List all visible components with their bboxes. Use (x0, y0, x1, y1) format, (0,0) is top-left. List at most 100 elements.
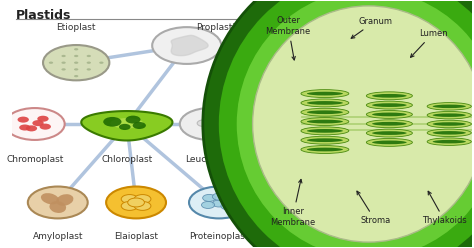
Ellipse shape (372, 131, 407, 135)
Ellipse shape (301, 90, 349, 97)
Text: Granum: Granum (351, 17, 392, 38)
Circle shape (121, 201, 138, 210)
Circle shape (119, 124, 130, 130)
Ellipse shape (301, 108, 349, 116)
Ellipse shape (110, 118, 144, 128)
Circle shape (203, 194, 216, 201)
Text: Thylakoids: Thylakoids (422, 191, 467, 225)
Ellipse shape (366, 120, 412, 128)
Ellipse shape (236, 0, 474, 248)
Circle shape (126, 116, 140, 124)
Ellipse shape (307, 110, 343, 114)
Ellipse shape (152, 27, 221, 64)
Text: Chloroplast: Chloroplast (101, 155, 153, 164)
Circle shape (128, 198, 145, 207)
Ellipse shape (372, 94, 407, 98)
Text: Lumen: Lumen (410, 29, 447, 57)
Ellipse shape (307, 129, 343, 133)
Text: Leucoplast: Leucoplast (185, 155, 234, 164)
Text: Proteinoplast: Proteinoplast (189, 232, 249, 241)
Ellipse shape (372, 103, 407, 107)
Ellipse shape (28, 186, 88, 218)
Ellipse shape (433, 113, 466, 117)
Text: Inner
Membrane: Inner Membrane (270, 179, 315, 227)
Text: Plastids: Plastids (16, 9, 72, 22)
Ellipse shape (307, 101, 343, 105)
Ellipse shape (433, 140, 466, 143)
Circle shape (74, 48, 78, 50)
Ellipse shape (180, 108, 240, 140)
Ellipse shape (307, 138, 343, 142)
Text: Stroma: Stroma (357, 191, 391, 225)
Circle shape (133, 122, 146, 129)
Text: Chloroplast: Chloroplast (267, 9, 365, 24)
Polygon shape (171, 35, 208, 56)
Ellipse shape (301, 118, 349, 125)
Ellipse shape (26, 125, 37, 131)
Ellipse shape (307, 120, 343, 124)
Text: Amyloplast: Amyloplast (33, 232, 83, 241)
Text: Etioplast: Etioplast (56, 23, 96, 32)
Ellipse shape (366, 110, 412, 118)
Ellipse shape (5, 108, 64, 140)
Circle shape (99, 62, 103, 64)
Ellipse shape (301, 136, 349, 144)
Ellipse shape (49, 201, 66, 213)
Ellipse shape (301, 146, 349, 154)
Text: Proplastid: Proplastid (196, 23, 241, 32)
Ellipse shape (253, 6, 474, 242)
Circle shape (134, 195, 151, 204)
Ellipse shape (433, 131, 466, 135)
Ellipse shape (372, 141, 407, 144)
Ellipse shape (218, 0, 474, 248)
Ellipse shape (106, 186, 166, 218)
Ellipse shape (18, 117, 29, 123)
Ellipse shape (41, 193, 59, 204)
Ellipse shape (372, 122, 407, 126)
Circle shape (87, 62, 91, 64)
Circle shape (134, 201, 151, 210)
Ellipse shape (433, 105, 466, 108)
Text: Chromoplast: Chromoplast (6, 155, 64, 164)
Circle shape (212, 200, 226, 207)
Circle shape (87, 55, 91, 57)
Circle shape (212, 193, 226, 200)
Circle shape (74, 55, 78, 57)
Circle shape (220, 194, 233, 201)
Circle shape (62, 55, 66, 57)
Ellipse shape (56, 194, 73, 206)
Ellipse shape (366, 138, 412, 146)
Ellipse shape (433, 122, 466, 126)
Ellipse shape (427, 138, 471, 145)
Ellipse shape (43, 45, 109, 80)
Ellipse shape (427, 111, 471, 119)
Circle shape (212, 123, 221, 128)
Ellipse shape (366, 101, 412, 109)
Ellipse shape (307, 148, 343, 151)
Circle shape (49, 62, 53, 64)
Polygon shape (81, 111, 173, 140)
Ellipse shape (307, 92, 343, 95)
Text: Elaioplast: Elaioplast (114, 232, 158, 241)
Ellipse shape (301, 99, 349, 107)
Ellipse shape (203, 0, 474, 248)
Ellipse shape (427, 129, 471, 137)
Ellipse shape (19, 124, 30, 130)
Ellipse shape (40, 124, 51, 130)
Circle shape (74, 62, 78, 64)
Ellipse shape (32, 120, 44, 126)
Circle shape (221, 203, 234, 210)
Ellipse shape (427, 103, 471, 110)
Ellipse shape (427, 120, 471, 128)
Ellipse shape (366, 92, 412, 100)
Circle shape (74, 75, 78, 77)
Circle shape (74, 68, 78, 70)
Ellipse shape (301, 127, 349, 135)
Ellipse shape (37, 116, 49, 122)
Circle shape (121, 195, 138, 204)
Circle shape (62, 62, 66, 64)
Circle shape (87, 68, 91, 70)
Ellipse shape (372, 113, 407, 116)
Ellipse shape (366, 129, 412, 137)
Text: Outer
Membrane: Outer Membrane (265, 16, 310, 60)
